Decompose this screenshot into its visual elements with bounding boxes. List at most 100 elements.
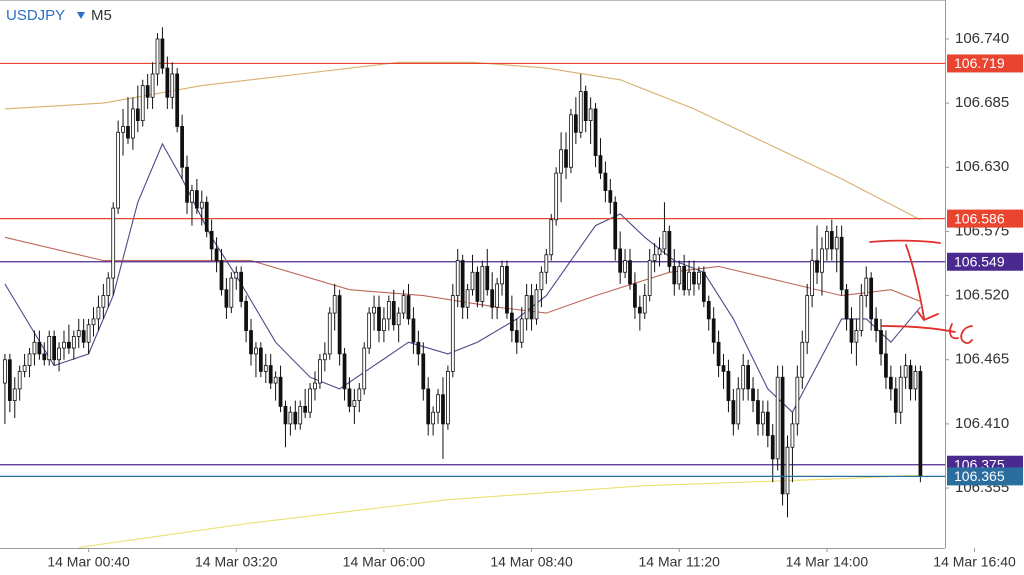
candle-body xyxy=(190,190,194,203)
candle-body xyxy=(770,435,775,460)
candle-body xyxy=(42,353,47,361)
candle-body xyxy=(7,359,12,401)
y-tick-label: 106.630 xyxy=(955,158,1009,175)
symbol[interactable]: USDJPY xyxy=(6,7,65,24)
candle-body xyxy=(175,73,180,127)
candle-body xyxy=(480,266,485,302)
candle-body xyxy=(677,266,682,285)
dropdown-icon[interactable] xyxy=(77,12,85,19)
candle-body xyxy=(637,306,642,314)
candle-body xyxy=(209,231,214,250)
candle-body xyxy=(446,370,450,425)
candle-body xyxy=(647,260,652,296)
candle-body xyxy=(795,376,800,425)
candle-body xyxy=(234,271,239,279)
candle-body xyxy=(421,353,426,390)
candle-body xyxy=(76,330,81,337)
candle-body xyxy=(711,318,716,343)
candle-body xyxy=(554,172,559,221)
candle-body xyxy=(273,376,278,384)
candle-body xyxy=(111,207,116,279)
candle-body xyxy=(898,376,903,413)
candle-body xyxy=(298,405,303,425)
candle-body xyxy=(406,295,411,320)
candle-body xyxy=(204,201,209,232)
hand-annotation xyxy=(869,239,973,344)
candle-body xyxy=(455,260,460,296)
candle-body xyxy=(396,312,401,326)
timeframe[interactable]: M5 xyxy=(91,7,112,24)
candle-body xyxy=(170,73,175,98)
candle-body xyxy=(706,301,711,320)
candle-body xyxy=(121,126,125,133)
candle-body xyxy=(332,295,337,314)
level-label-box xyxy=(947,252,1023,271)
candle-body xyxy=(879,330,883,355)
candle-body xyxy=(854,330,859,343)
candle-body xyxy=(849,318,854,343)
level-label-box xyxy=(947,209,1023,228)
candle-body xyxy=(199,201,204,209)
candle-body xyxy=(844,289,849,320)
candle-body xyxy=(672,266,677,285)
candle-body xyxy=(155,38,160,75)
candle-body xyxy=(308,388,312,413)
candle-body xyxy=(37,341,42,355)
candle-body xyxy=(150,73,155,98)
level-label-box xyxy=(947,54,1023,73)
candle-body xyxy=(352,400,357,407)
candle-body xyxy=(470,271,475,291)
candle-body xyxy=(741,365,746,390)
candle-body xyxy=(401,295,406,314)
candle-body xyxy=(116,131,121,209)
candle-body xyxy=(539,271,544,291)
candle-body xyxy=(859,295,864,331)
candle-body xyxy=(756,400,760,425)
y-tick-label: 106.520 xyxy=(955,287,1009,304)
candle-body xyxy=(180,126,184,168)
candle-body xyxy=(731,400,736,425)
candle-body xyxy=(386,301,391,320)
candle-body xyxy=(81,330,86,343)
candle-body xyxy=(569,114,573,168)
x-tick-label: 14 Mar 06:00 xyxy=(343,554,426,570)
candle-body xyxy=(318,359,322,384)
current-price-label: 106.365 xyxy=(954,468,1005,484)
candle-body xyxy=(347,388,352,407)
candle-body xyxy=(96,306,101,320)
candle-body xyxy=(416,341,421,355)
candle-body xyxy=(263,365,268,372)
candle-body xyxy=(244,301,248,331)
candle-body xyxy=(623,260,627,273)
candle-body xyxy=(578,91,583,133)
candle-body xyxy=(17,370,22,390)
candle-body xyxy=(697,271,701,285)
candle-body xyxy=(22,365,27,372)
candle-body xyxy=(450,295,455,372)
candle-body xyxy=(194,190,199,209)
y-tick-label: 106.685 xyxy=(955,94,1009,111)
candle-body xyxy=(652,254,657,261)
candle-body xyxy=(278,376,283,407)
candle-body xyxy=(500,266,504,285)
candle-body xyxy=(549,219,554,256)
candle-body xyxy=(382,318,386,331)
candle-body xyxy=(633,283,637,308)
candle-body xyxy=(258,347,263,372)
candle-body xyxy=(165,67,170,98)
candle-body xyxy=(32,341,37,355)
candle-body xyxy=(3,359,7,384)
candle-body xyxy=(815,260,819,273)
candle-body xyxy=(490,289,495,308)
candle-body xyxy=(810,260,814,296)
candle-body xyxy=(91,318,96,326)
candle-body xyxy=(475,271,480,302)
candle-body xyxy=(780,376,785,495)
candle-body xyxy=(52,336,57,361)
axes: 106.740106.685106.630106.575106.520106.4… xyxy=(47,30,1023,570)
candle-body xyxy=(761,411,765,425)
annotation-stroke xyxy=(917,311,939,322)
candle-body xyxy=(62,341,66,349)
candle-body xyxy=(544,254,549,273)
